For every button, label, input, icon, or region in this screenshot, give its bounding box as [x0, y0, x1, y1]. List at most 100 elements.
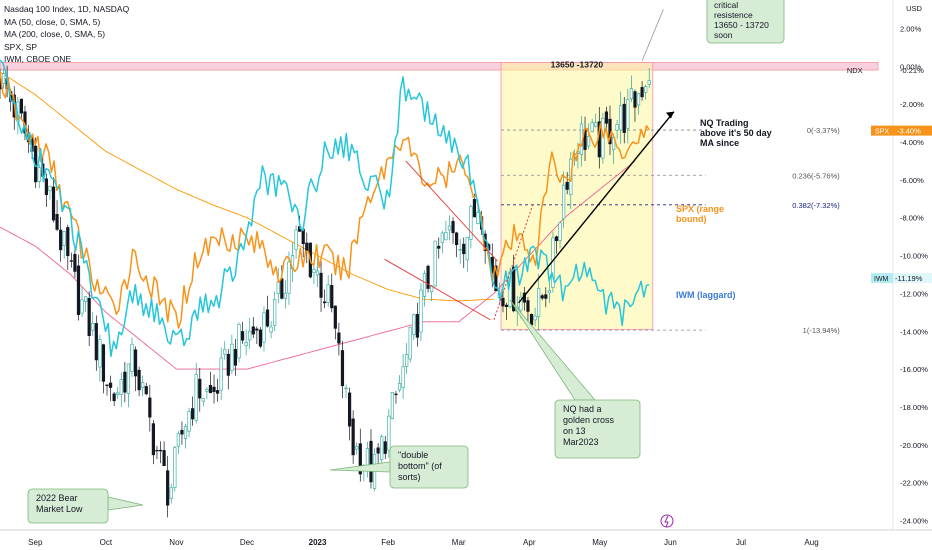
iwm-symbol-tag: IWM	[874, 276, 889, 283]
chart-legend: Nasdaq 100 Index, 1D, NASDAQ MA (50, clo…	[4, 3, 129, 66]
ndx-candle-body	[394, 393, 398, 396]
ndx-candle-body	[529, 313, 534, 326]
golden-cross-callout-text: Mar2023	[563, 437, 599, 447]
y-tick-label: -20.00%	[900, 441, 928, 450]
ndx-candle-body	[44, 178, 48, 196]
ndx-candle-body	[112, 393, 116, 402]
ndx-candle-body	[144, 386, 148, 395]
spx-price-bg	[893, 125, 932, 136]
ndx-candle-body	[59, 229, 63, 251]
ndx-candle-body	[130, 343, 134, 372]
ndx-candle-body	[586, 136, 591, 147]
ndx-candle-body	[640, 87, 644, 98]
nq-trading-text: NQ Trading	[700, 118, 749, 128]
falling-trendline-lower	[384, 258, 491, 321]
spx-range-text: bound)	[676, 214, 707, 224]
ndx-candle-body	[604, 111, 609, 124]
ndx-candle-body	[512, 266, 516, 312]
ndx-candle-body	[469, 206, 473, 240]
ndx-candle-body	[647, 80, 651, 85]
ndx-candle-body	[201, 398, 205, 402]
ndx-candle-body	[619, 105, 623, 131]
ndx-candle-body	[105, 384, 109, 386]
golden-cross-callout-text: on 13	[563, 426, 586, 436]
ndx-candle-body	[412, 314, 416, 336]
resistance-callout-pointer	[641, 9, 664, 61]
ndx-candle-body	[444, 232, 448, 241]
iwm-tag-bg	[871, 273, 893, 284]
ndx-candle-body	[644, 86, 648, 93]
ndx-candle-body	[237, 324, 241, 359]
double-bottom-callout-box	[389, 445, 469, 489]
fib-level-label: 1(-13.94%)	[803, 326, 841, 335]
ndx-candle-body	[537, 288, 541, 317]
ndx-candle-body	[636, 93, 641, 106]
x-tick-label: Apr	[523, 538, 536, 547]
ndx-candle-body	[629, 88, 633, 100]
ndx-candle-body	[419, 289, 423, 333]
legend-ma50: MA (50, close, 0, SMA, 5)	[4, 16, 101, 27]
y-tick-label: 2.00%	[900, 24, 922, 33]
ndx-candle-body	[151, 423, 155, 456]
ndx-candle-body	[422, 273, 427, 297]
y-tick-label: 0.00%	[900, 62, 922, 71]
golden-cross-callout-text: golden cross	[563, 415, 615, 425]
ndx-candle-body	[76, 265, 81, 315]
ndx-candle-body	[408, 326, 412, 360]
golden-cross-callout-text: NQ had a	[563, 404, 602, 414]
ndx-candle-body	[326, 284, 330, 303]
ndx-candle-body	[476, 212, 480, 225]
ndx-candle-body	[554, 236, 559, 242]
ndx-candle-body	[223, 349, 227, 355]
resistance-zone-label: 13650 -13720	[551, 59, 604, 69]
y-tick-label: -2.00%	[900, 100, 924, 109]
ndx-candle-body	[219, 357, 223, 391]
nq-trading-text: above it's 50 day	[700, 128, 772, 138]
ndx-candle-body	[194, 374, 198, 421]
ndx-candle-body	[294, 229, 298, 250]
ndx-candle-body	[440, 232, 444, 243]
chart-title: Nasdaq 100 Index, 1D, NASDAQ	[4, 4, 130, 14]
x-tick-label: 2023	[309, 538, 327, 547]
legend-spx: SPX, SP	[4, 41, 38, 52]
bear-low-callout-box	[27, 488, 109, 524]
x-tick-label: Nov	[169, 538, 183, 547]
y-tick-label: -12.00%	[900, 289, 928, 298]
ndx-candle-body	[180, 429, 184, 435]
x-tick-label: Oct	[100, 538, 113, 547]
ndx-candle-body	[287, 261, 291, 294]
ndx-candle-body	[594, 122, 598, 127]
ndx-candle-body	[133, 349, 138, 377]
resistance-callout-text: 13650 - 13720	[714, 20, 769, 30]
ndx-candle-body	[19, 98, 24, 114]
ndx-candle-body	[230, 343, 234, 371]
y-tick-label: -24.00%	[900, 517, 928, 526]
y-tick-label: -18.00%	[900, 403, 928, 412]
double-bottom-callout-text: bottom" (of	[398, 461, 442, 471]
ndx-candle-body	[347, 392, 352, 427]
breakout-dotted-line	[493, 204, 534, 321]
ndx-candle-body	[158, 449, 163, 452]
spx-price-label: -3.40%	[897, 127, 921, 136]
ndx-candle-body	[472, 199, 477, 218]
ndx-candle-body	[208, 385, 213, 394]
ndx-price-label: -0.21%	[900, 66, 924, 75]
ndx-candle-body	[558, 222, 562, 241]
ndx-candle-body	[447, 225, 452, 231]
spx-symbol-tag: SPX	[875, 129, 889, 136]
bear-low-callout-text: Market Low	[36, 504, 83, 514]
ndx-candle-body	[66, 227, 70, 257]
ndx-candle-body	[526, 300, 530, 312]
ndx-candle-body	[173, 447, 177, 488]
x-tick-label: Aug	[804, 538, 818, 547]
ndx-candle-body	[119, 379, 123, 395]
ndx-candle-body	[312, 269, 316, 273]
ndx-candle-body	[198, 378, 202, 399]
ndx-candle-body	[540, 295, 544, 299]
ndx-candle-body	[176, 433, 180, 447]
ndx-candle-body	[451, 221, 455, 234]
ndx-candle-body	[101, 344, 106, 382]
ma200-line	[0, 71, 495, 302]
x-tick-label: Mar	[452, 538, 466, 547]
